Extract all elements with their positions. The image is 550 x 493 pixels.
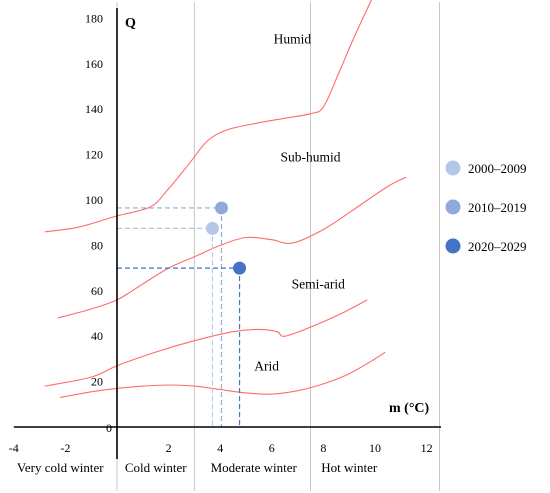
- y-tick-label: 60: [91, 284, 103, 298]
- x-tick-label: 2: [166, 441, 172, 455]
- data-point: [205, 221, 219, 235]
- y-axis-title: Q: [125, 16, 136, 31]
- legend-label: 2010–2019: [468, 200, 527, 215]
- y-tick-label: 160: [85, 57, 103, 71]
- zone-label: Moderate winter: [211, 460, 298, 475]
- y-tick-label: 180: [85, 11, 103, 25]
- legend-marker: [445, 160, 461, 176]
- legend-marker: [445, 238, 461, 254]
- x-axis-title: m (°C): [389, 401, 430, 416]
- legend-label: 2020–2029: [468, 239, 527, 254]
- axes: [13, 8, 441, 459]
- region-label: Semi-arid: [292, 277, 345, 292]
- y-tick-label: 80: [91, 238, 103, 252]
- legend: 2000–2009 2010–2019 2020–2029: [445, 160, 527, 254]
- data-points: [205, 201, 247, 275]
- x-tick-label: 0: [106, 421, 112, 435]
- legend-marker: [445, 199, 461, 215]
- zone-label: Very cold winter: [17, 460, 104, 475]
- zone-labels: Very cold winter Cold winter Moderate wint…: [17, 460, 378, 475]
- y-tick-label: 140: [85, 102, 103, 116]
- x-tick-labels: -4 -2 2 4 6 8 10 12 0: [9, 421, 433, 455]
- boundary-curve: [57, 176, 407, 319]
- boundary-curves: [44, 0, 407, 399]
- x-tick-label: 6: [269, 441, 275, 455]
- point-guide-lines: [117, 207, 241, 427]
- legend-label: 2000–2009: [468, 161, 527, 176]
- x-tick-label: 4: [217, 441, 223, 455]
- x-tick-label: 12: [421, 441, 433, 455]
- zone-gridlines: [116, 2, 440, 491]
- x-tick-label: -4: [9, 441, 19, 455]
- data-point: [233, 261, 247, 275]
- x-tick-label: 8: [320, 441, 326, 455]
- y-tick-label: 100: [85, 193, 103, 207]
- x-tick-label: 10: [369, 441, 381, 455]
- data-point: [214, 201, 228, 215]
- x-tick-label: -2: [60, 441, 70, 455]
- region-label: Humid: [274, 31, 312, 46]
- y-tick-labels: 20 40 60 80 100 120 140 160 180: [85, 11, 103, 388]
- region-label: Sub-humid: [280, 149, 340, 164]
- region-label: Arid: [254, 358, 279, 373]
- zone-label: Hot winter: [321, 460, 378, 475]
- zone-label: Cold winter: [125, 460, 187, 475]
- y-tick-label: 20: [91, 375, 103, 389]
- boundary-curve: [44, 0, 373, 233]
- boundary-curve: [44, 299, 368, 387]
- y-tick-label: 40: [91, 329, 103, 343]
- region-labels: Humid Sub-humid Semi-arid Arid: [254, 31, 345, 373]
- y-tick-label: 120: [85, 148, 103, 162]
- boundary-curve: [60, 351, 386, 399]
